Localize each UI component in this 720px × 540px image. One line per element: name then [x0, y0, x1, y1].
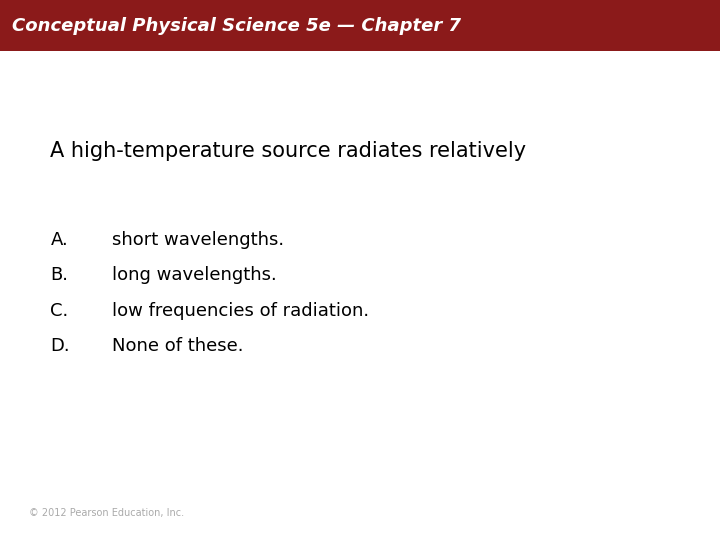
Text: © 2012 Pearson Education, Inc.: © 2012 Pearson Education, Inc. — [29, 508, 184, 518]
Text: C.: C. — [50, 301, 68, 320]
Text: Conceptual Physical Science 5e — Chapter 7: Conceptual Physical Science 5e — Chapter… — [12, 17, 461, 35]
Text: None of these.: None of these. — [112, 336, 243, 355]
Text: long wavelengths.: long wavelengths. — [112, 266, 276, 285]
Text: A high-temperature source radiates relatively: A high-temperature source radiates relat… — [50, 141, 526, 161]
Bar — [0, 0, 720, 51]
Text: low frequencies of radiation.: low frequencies of radiation. — [112, 301, 369, 320]
Text: A.: A. — [50, 231, 68, 249]
Text: D.: D. — [50, 336, 70, 355]
Text: short wavelengths.: short wavelengths. — [112, 231, 284, 249]
Text: B.: B. — [50, 266, 68, 285]
